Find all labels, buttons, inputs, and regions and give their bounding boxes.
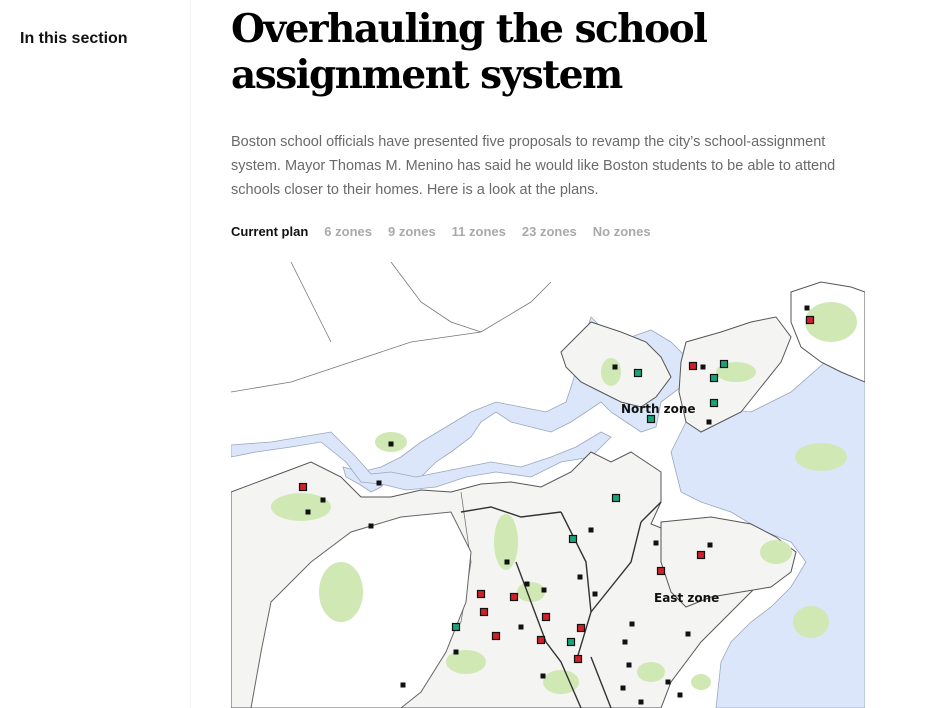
school-marker[interactable] (626, 662, 632, 668)
school-marker[interactable] (541, 612, 551, 622)
school-marker[interactable] (491, 631, 501, 641)
plan-tabs: Current plan 6 zones 9 zones 11 zones 23… (231, 224, 651, 239)
school-marker[interactable] (804, 305, 810, 311)
school-marker[interactable] (524, 581, 530, 587)
tab-no-zones[interactable]: No zones (592, 224, 651, 239)
school-marker[interactable] (540, 673, 546, 679)
school-marker[interactable] (588, 527, 594, 533)
school-marker[interactable] (685, 631, 691, 637)
school-marker[interactable] (653, 540, 659, 546)
school-marker[interactable] (541, 587, 547, 593)
school-marker[interactable] (706, 419, 712, 425)
zone-label-north: North zone (621, 402, 696, 416)
school-marker[interactable] (573, 654, 583, 664)
school-marker[interactable] (368, 523, 374, 529)
zone-label-east: East zone (654, 591, 719, 605)
school-marker[interactable] (665, 679, 671, 685)
school-marker[interactable] (611, 493, 621, 503)
school-marker[interactable] (700, 364, 706, 370)
school-marker[interactable] (568, 534, 578, 544)
school-marker[interactable] (509, 592, 519, 602)
school-marker[interactable] (298, 482, 308, 492)
school-marker[interactable] (709, 398, 719, 408)
school-marker[interactable] (622, 639, 628, 645)
sidebar-title: In this section (20, 30, 128, 47)
school-marker[interactable] (629, 621, 635, 627)
cambridge-boundary (231, 262, 552, 708)
school-marker[interactable] (453, 649, 459, 655)
tab-6-zones[interactable]: 6 zones (324, 224, 372, 239)
school-marker[interactable] (451, 622, 461, 632)
school-marker[interactable] (592, 591, 598, 597)
tab-9-zones[interactable]: 9 zones (387, 224, 436, 239)
zone-map[interactable]: North zone East zone (231, 262, 865, 708)
charles-river-water (231, 431, 612, 491)
school-marker[interactable] (709, 373, 719, 383)
school-marker[interactable] (536, 635, 546, 645)
tab-23-zones[interactable]: 23 zones (521, 224, 577, 239)
zone-boundaries (460, 501, 662, 708)
school-marker[interactable] (577, 574, 583, 580)
school-marker[interactable] (476, 589, 486, 599)
school-marker[interactable] (656, 566, 666, 576)
school-marker[interactable] (388, 441, 394, 447)
schools-layer (298, 305, 815, 705)
school-marker[interactable] (320, 497, 326, 503)
tab-current-plan[interactable]: Current plan (231, 224, 309, 239)
school-marker[interactable] (518, 624, 524, 630)
south-boston-peninsula (660, 516, 797, 608)
school-marker[interactable] (400, 682, 406, 688)
parks (271, 302, 857, 694)
article-dek: Boston school officials have presented f… (231, 134, 836, 198)
school-marker[interactable] (576, 623, 586, 633)
school-marker[interactable] (620, 685, 626, 691)
school-marker[interactable] (479, 607, 489, 617)
school-marker[interactable] (646, 414, 656, 424)
tab-11-zones[interactable]: 11 zones (451, 224, 506, 239)
school-marker[interactable] (707, 542, 713, 548)
school-marker[interactable] (566, 637, 576, 647)
west-roxbury-boundary (250, 511, 472, 708)
school-marker[interactable] (504, 559, 510, 565)
school-marker[interactable] (719, 359, 729, 369)
school-marker[interactable] (376, 480, 382, 486)
headline: Overhauling the school assignment system (231, 6, 708, 98)
school-marker[interactable] (696, 550, 706, 560)
school-marker[interactable] (805, 315, 815, 325)
school-marker[interactable] (612, 364, 618, 370)
school-marker[interactable] (688, 361, 698, 371)
school-marker[interactable] (638, 699, 644, 705)
sidebar: In this section (0, 0, 191, 708)
map-svg: North zone East zone (231, 262, 865, 708)
school-marker[interactable] (633, 368, 643, 378)
school-marker[interactable] (677, 692, 683, 698)
school-marker[interactable] (305, 509, 311, 515)
